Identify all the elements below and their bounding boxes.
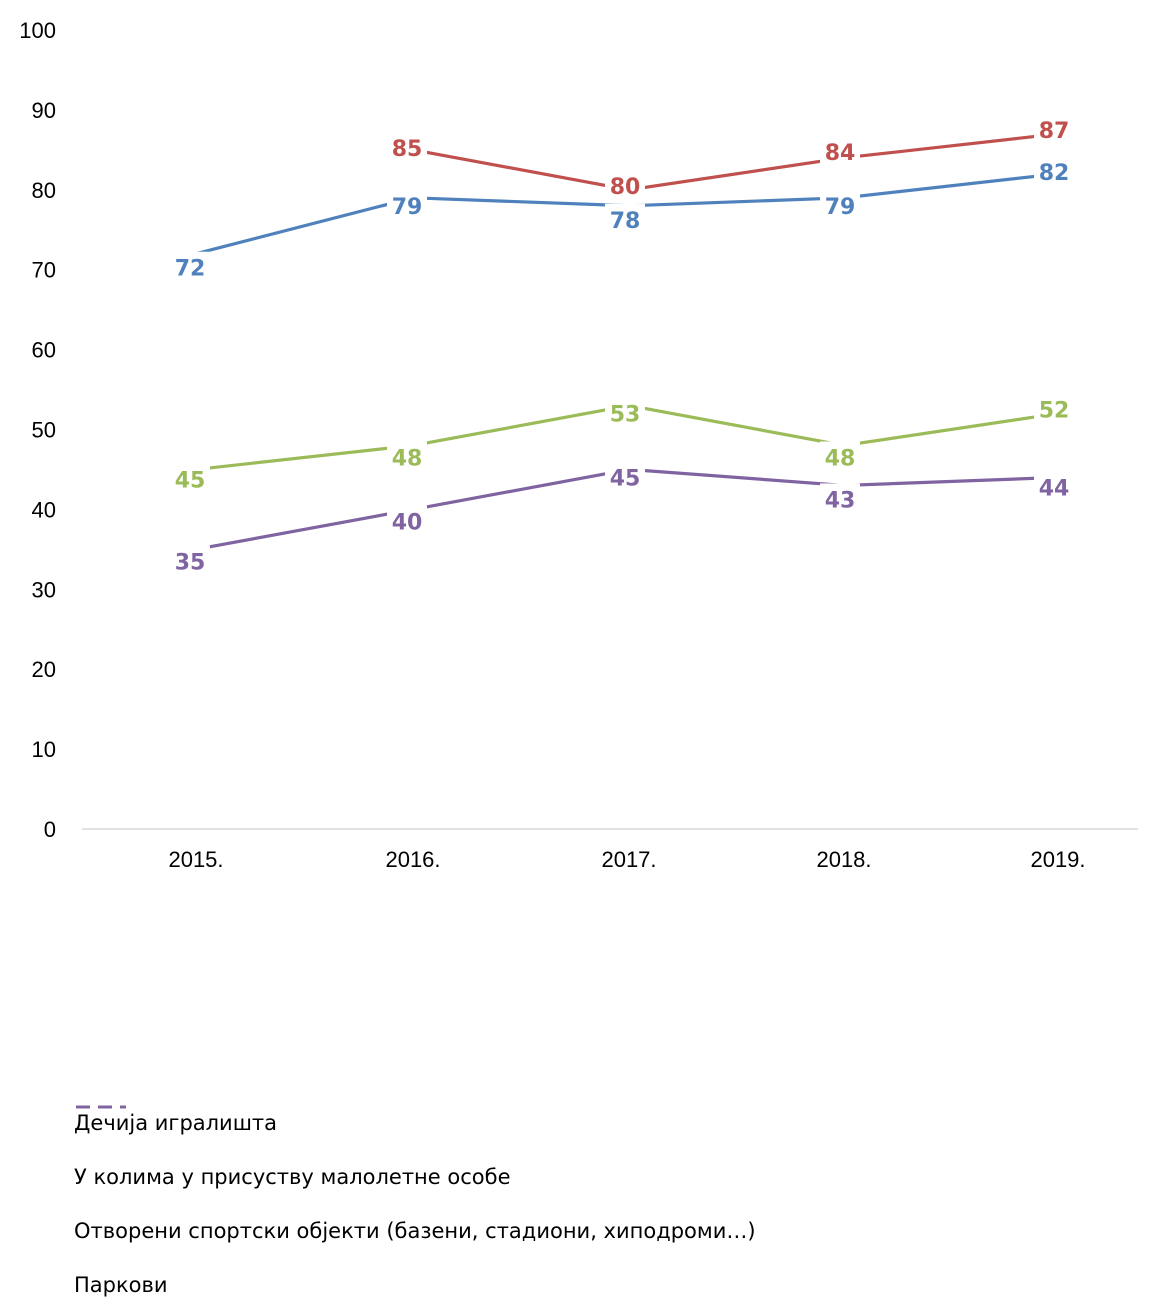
data-label: 79 xyxy=(392,195,423,220)
legend-label: Дечија игралишта xyxy=(74,1111,278,1135)
data-label: 40 xyxy=(392,510,423,535)
data-label: 72 xyxy=(175,257,206,282)
legend-swatch xyxy=(76,1105,126,1109)
data-label: 45 xyxy=(175,468,206,493)
data-label-bg xyxy=(605,461,645,490)
data-label-bg xyxy=(387,441,427,470)
data-label: 80 xyxy=(610,175,641,200)
data-label: 84 xyxy=(825,141,856,166)
data-label-bg xyxy=(605,169,645,198)
data-label: 48 xyxy=(392,446,423,471)
legend-item: Дечија игралишта xyxy=(74,1096,756,1150)
legend-label: У колима у присуству малолетне особе xyxy=(74,1165,511,1189)
x-tick-label: 2018. xyxy=(816,847,871,872)
data-label: 85 xyxy=(392,137,423,162)
data-label-bg xyxy=(1034,393,1074,422)
y-tick-label: 90 xyxy=(32,98,56,123)
data-label: 44 xyxy=(1039,476,1070,501)
data-label: 43 xyxy=(825,488,856,513)
data-label-bg xyxy=(605,203,645,232)
y-tick-label: 20 xyxy=(32,657,56,682)
data-label: 78 xyxy=(610,209,641,234)
line-chart: 0 10 20 30 40 50 60 70 80 90 100 2015. 2016. 2017. 201… xyxy=(19,18,1138,1297)
y-tick-label: 50 xyxy=(32,418,56,443)
data-label-bg xyxy=(1034,155,1074,184)
x-tick-label: 2015. xyxy=(168,847,223,872)
y-tick-label: 30 xyxy=(32,577,56,602)
x-tick-label: 2016. xyxy=(385,847,440,872)
data-label-bg xyxy=(820,483,860,512)
legend-label: Паркови xyxy=(74,1273,168,1297)
data-label-bg xyxy=(170,463,210,492)
series-line xyxy=(412,132,1059,192)
legend-item: Отворени спортски објекти (базени, стади… xyxy=(74,1105,756,1258)
legend-item: Паркови xyxy=(74,1105,756,1312)
y-tick-label: 100 xyxy=(19,18,56,43)
legend-label: Отворени спортски објекти (базени, стади… xyxy=(74,1219,756,1243)
y-tick-label: 80 xyxy=(32,178,56,203)
data-label-bg xyxy=(820,135,860,164)
data-label-bg xyxy=(820,441,860,470)
legend-item: У колима у присуству малолетне особе xyxy=(74,1105,756,1204)
data-label-bg xyxy=(170,251,210,280)
data-label: 52 xyxy=(1039,399,1070,424)
data-label-bg xyxy=(1034,113,1074,142)
data-label: 35 xyxy=(175,550,206,575)
y-tick-label: 0 xyxy=(44,817,56,842)
data-label-bg xyxy=(170,545,210,574)
data-label: 53 xyxy=(610,403,641,428)
data-label: 87 xyxy=(1039,119,1070,144)
data-label: 45 xyxy=(610,466,641,491)
chart-canvas: 0 10 20 30 40 50 60 70 80 90 100 2015. 2016. 2017. 201… xyxy=(19,18,1138,872)
y-tick-label: 70 xyxy=(32,258,56,283)
y-tick-label: 60 xyxy=(32,338,56,363)
data-label: 48 xyxy=(825,446,856,471)
data-label-bg xyxy=(387,189,427,218)
data-label: 82 xyxy=(1039,161,1070,186)
data-label-bg xyxy=(387,131,427,160)
data-label-bg xyxy=(820,189,860,218)
y-tick-label: 10 xyxy=(32,737,56,762)
data-label-bg xyxy=(387,505,427,534)
data-label-bg xyxy=(1034,471,1074,500)
x-tick-label: 2019. xyxy=(1030,847,1085,872)
y-tick-label: 40 xyxy=(32,497,56,522)
data-label: 79 xyxy=(825,195,856,220)
data-label-bg xyxy=(605,397,645,426)
x-tick-label: 2017. xyxy=(601,847,656,872)
chart-legend: Дечија игралишта У колима у присуству мал… xyxy=(74,1096,756,1312)
